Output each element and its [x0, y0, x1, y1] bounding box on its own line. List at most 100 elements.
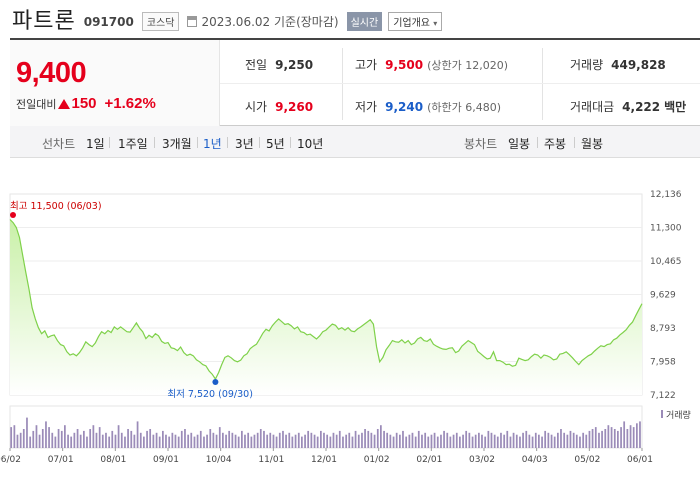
volume-bar [607, 425, 610, 448]
volume-bar [250, 436, 253, 448]
volume-bar [26, 417, 28, 448]
x-tick-label: 03/02 [469, 455, 495, 465]
volume-bar [332, 432, 335, 448]
stat-label: 시가 [245, 100, 268, 114]
volume-bar [383, 430, 385, 448]
company-name: 파트론 [12, 9, 76, 34]
volume-bar [459, 436, 461, 448]
volume-bar [120, 432, 123, 448]
volume-bar [610, 427, 613, 448]
stat-label: 거래대금 [570, 100, 615, 114]
volume-bar [297, 432, 300, 448]
volume-bar [566, 434, 569, 448]
volume-bar [263, 430, 265, 448]
period-1w[interactable]: 1주일 [118, 137, 148, 151]
volume-bar [225, 434, 227, 448]
volume-bar [620, 427, 622, 448]
volume-bar [32, 430, 35, 448]
volume-bar [41, 429, 44, 448]
divider [290, 137, 291, 148]
company-info-label: 기업개요 [393, 17, 430, 29]
volume-bar [452, 434, 455, 448]
volume-bar [149, 429, 152, 448]
volume-bar [259, 429, 262, 448]
volume-bar [244, 434, 246, 448]
stat-trade-value: 거래대금 4,222 백만 [570, 98, 686, 115]
volume-bar [316, 436, 319, 448]
volume-bar [101, 434, 104, 448]
volume-bar [522, 432, 524, 448]
volume-bar [427, 436, 430, 448]
volume-bar [76, 429, 79, 448]
divider [220, 83, 700, 84]
upper-limit: (상한가 12,020) [427, 58, 508, 72]
volume-bar [155, 432, 158, 448]
period-3y[interactable]: 3년 [235, 137, 254, 151]
price-summary: 9,400 전일대비 150 +1.62% 전일 9,250 고가 9,500 … [10, 38, 700, 126]
candle-monthly[interactable]: 월봉 [581, 137, 604, 151]
period-10y[interactable]: 10년 [297, 137, 324, 151]
x-tick-label: 10/04 [206, 455, 232, 465]
volume-bar [626, 429, 629, 448]
volume-bar [585, 434, 588, 448]
volume-bar [282, 430, 284, 448]
period-1d[interactable]: 1일 [86, 137, 105, 151]
volume-bar [158, 436, 161, 448]
volume-bar [538, 434, 540, 448]
volume-bar [89, 429, 92, 448]
period-5y[interactable]: 5년 [266, 137, 285, 151]
x-tick-label: 05/02 [574, 455, 600, 465]
price-line [9, 219, 643, 381]
period-3m[interactable]: 3개월 [162, 137, 192, 151]
volume-bar [335, 434, 338, 448]
candle-daily[interactable]: 일봉 [508, 137, 531, 151]
volume-bar [598, 432, 600, 448]
volume-bar [234, 434, 237, 448]
volume-bar [367, 430, 370, 448]
volume-bar [588, 430, 591, 448]
volume-bar [572, 432, 575, 448]
change-value: 150 [71, 95, 97, 112]
volume-bar [275, 436, 278, 448]
volume-bar [190, 432, 193, 448]
price-area-fill [10, 219, 642, 395]
realtime-button[interactable]: 실시간 [346, 11, 383, 31]
stat-label: 고가 [355, 58, 378, 72]
current-price-box: 9,400 전일대비 150 +1.62% [10, 40, 220, 126]
candle-weekly[interactable]: 주봉 [544, 137, 567, 151]
volume-bar [500, 432, 502, 448]
volume-bar [528, 434, 531, 448]
company-info-dropdown[interactable]: 기업개요 ▾ [388, 11, 443, 31]
volume-bar [617, 430, 619, 448]
x-tick-label: 12/01 [311, 455, 337, 465]
volume-bar [594, 427, 597, 448]
divider [342, 48, 343, 120]
period-1y[interactable]: 1년 [203, 137, 222, 151]
volume-bar [440, 434, 442, 448]
volume-bar [354, 430, 357, 448]
volume-bar [301, 436, 303, 448]
volume-bar [414, 436, 417, 448]
volume-bar [531, 436, 534, 448]
line-chart-label: 선차트 [42, 137, 76, 151]
divider [154, 137, 155, 148]
volume-bar [361, 432, 363, 448]
volume-bar [604, 429, 607, 448]
volume-bar [373, 434, 376, 448]
volume-bar [402, 430, 404, 448]
volume-bar [547, 432, 550, 448]
volume-bar [51, 432, 54, 448]
high-marker [10, 212, 16, 218]
volume-frame [9, 405, 643, 449]
volume-bar [294, 434, 297, 448]
volume-legend-swatch [661, 410, 663, 418]
stat-prev-close: 전일 9,250 [245, 56, 313, 73]
current-price: 9,400 [16, 57, 87, 89]
volume-bar [496, 436, 499, 448]
stat-value: 4,222 [622, 99, 661, 114]
volume-bar [408, 434, 411, 448]
volume-bar [629, 425, 632, 448]
lower-limit: (하한가 6,480) [427, 100, 501, 114]
price-chart[interactable]: 12,136 11,300 10,465 9,629 8,793 7,958 7,122 최… [0, 180, 700, 480]
volume-bar [29, 436, 32, 448]
